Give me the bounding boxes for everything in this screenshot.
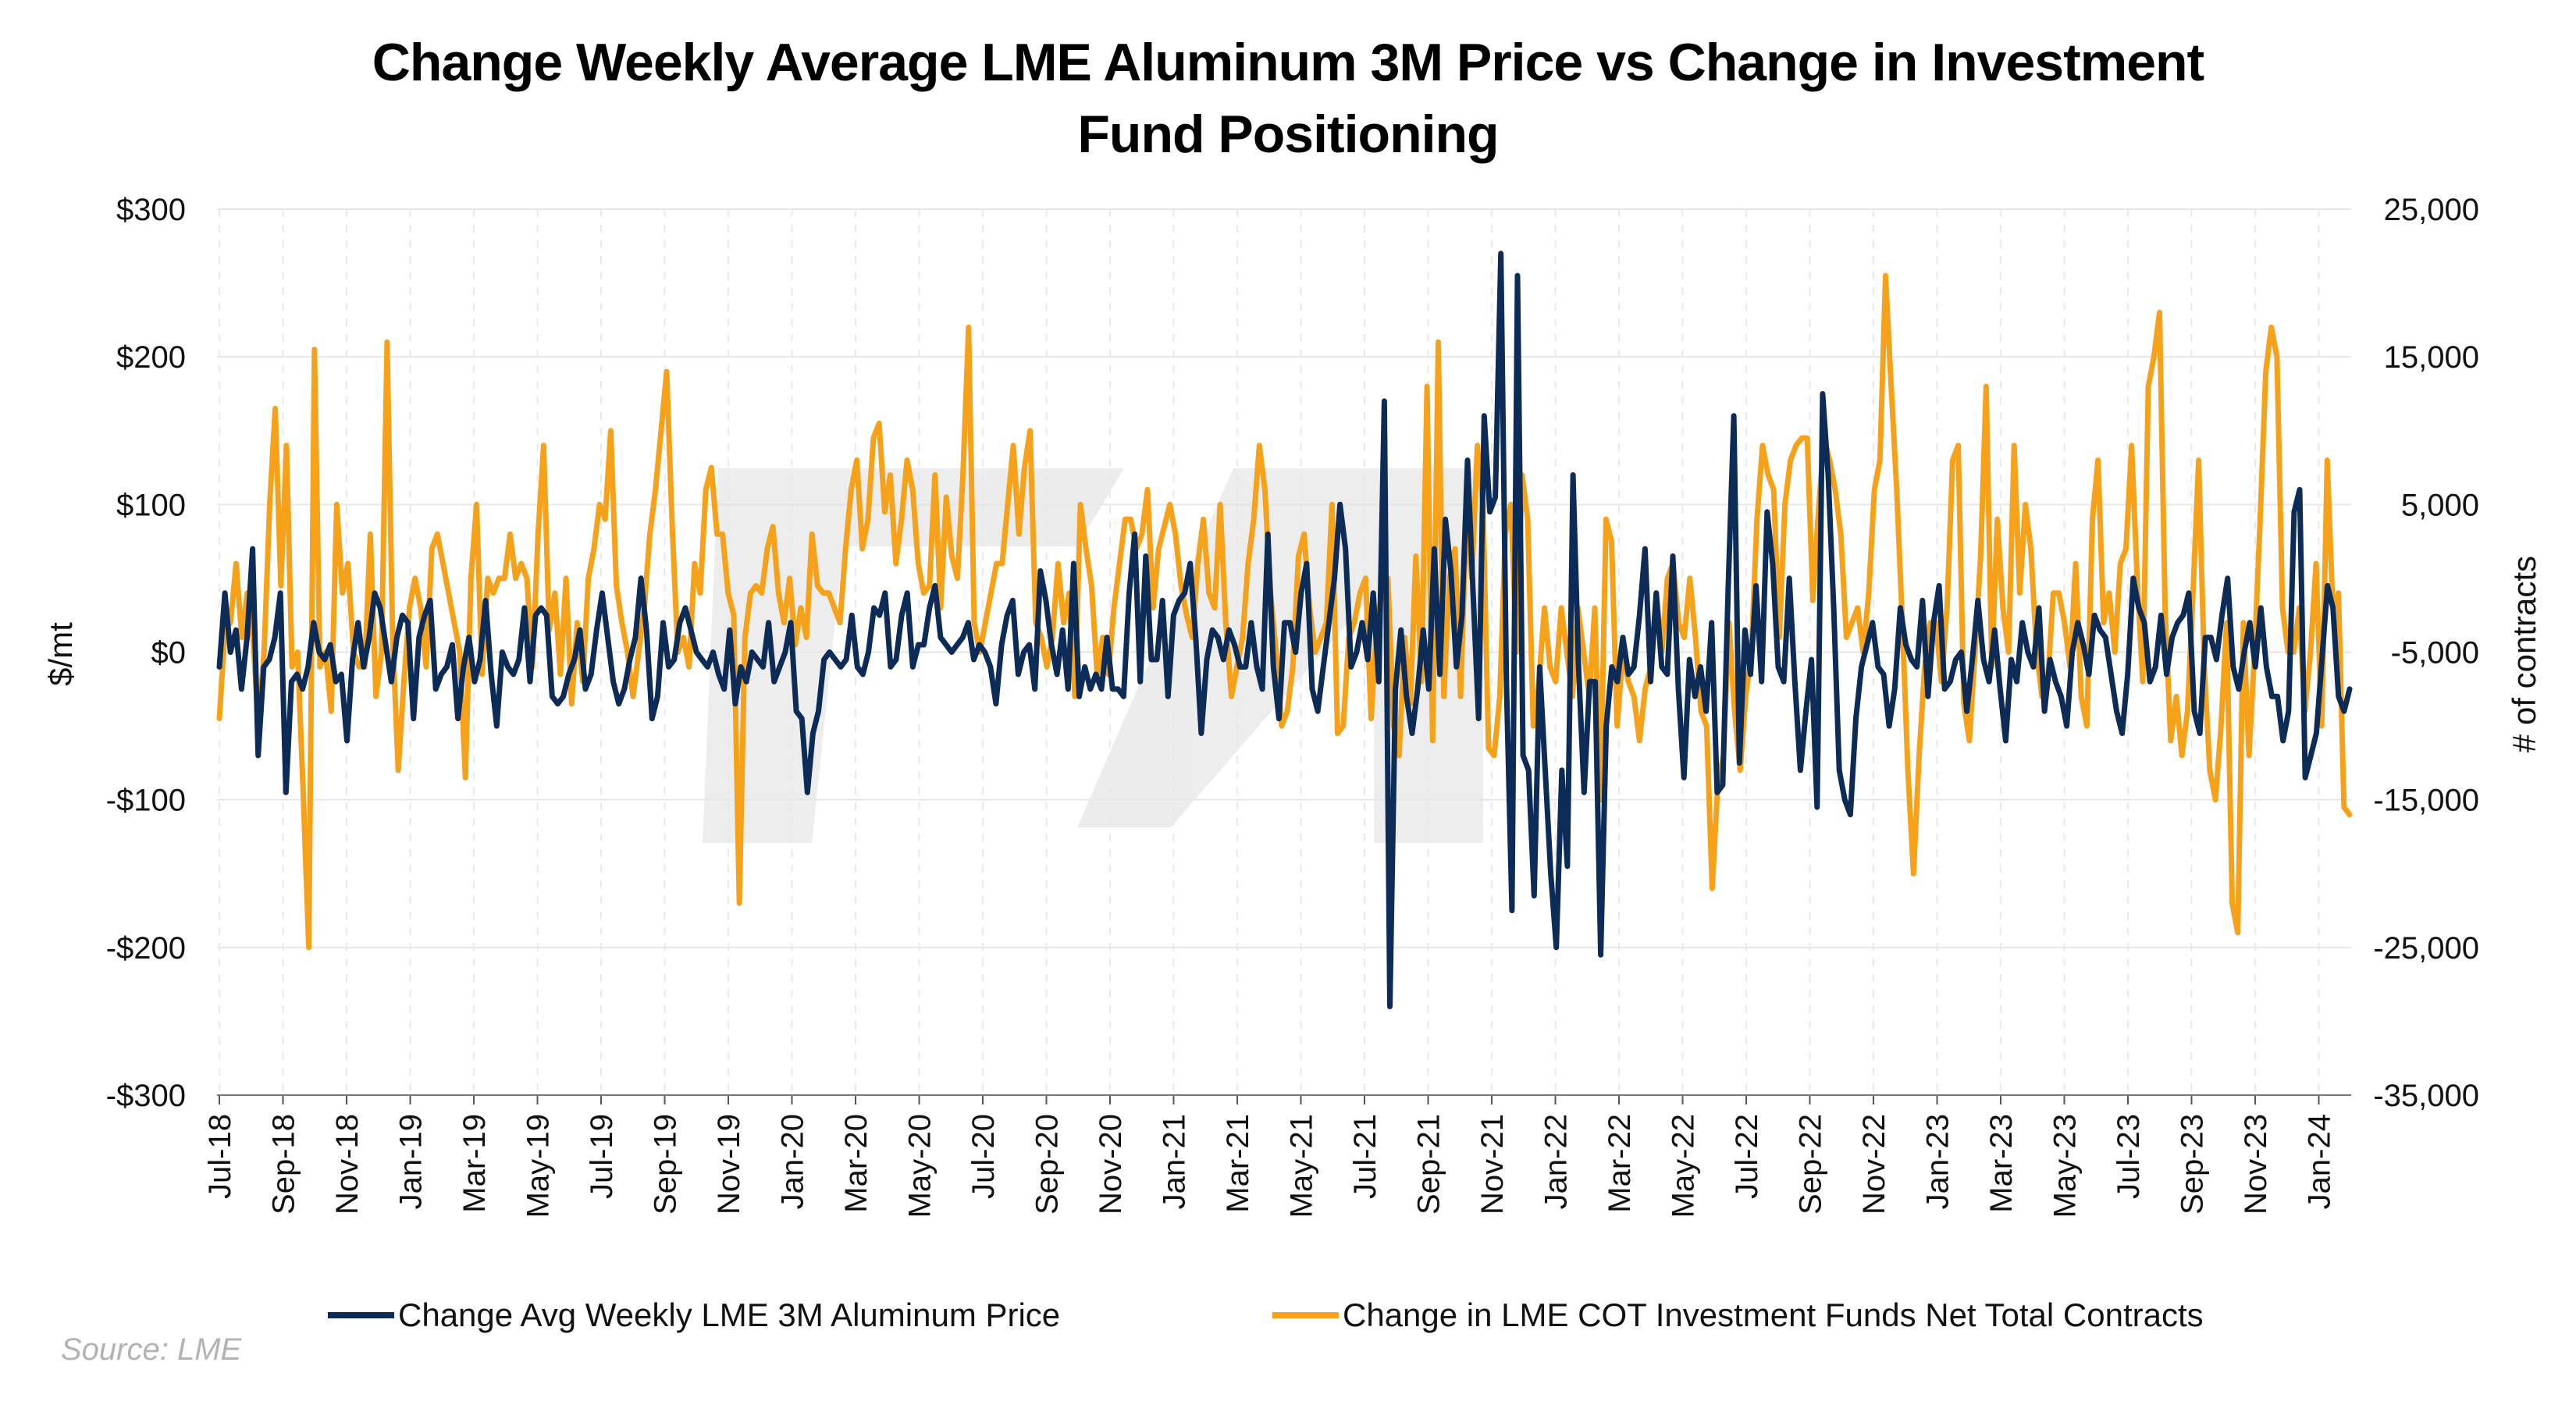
x-tick-label: Mar-23: [1984, 1114, 2019, 1213]
y-left-tick-label: $200: [116, 340, 186, 375]
y-right-tick-label: -15,000: [2373, 784, 2479, 818]
y-right-tick-label: 5,000: [2401, 488, 2479, 522]
series-line-price: [216, 251, 2353, 1009]
y-right-tick-label: -5,000: [2391, 636, 2479, 670]
axes: $300 $200 $100 $0 -$100 -$200 -$300 25,000 15,00…: [106, 193, 2479, 1218]
x-tick-label: Sep-22: [1794, 1114, 1828, 1215]
x-tick-label: Jul-19: [585, 1114, 619, 1199]
y-axis-right-title: # of contracts: [2506, 556, 2542, 752]
x-tick-label: May-21: [1285, 1114, 1319, 1218]
legend-label-contracts: Change in LME COT Investment Funds Net T…: [1343, 1297, 2204, 1333]
legend-item-price[interactable]: Change Avg Weekly LME 3M Aluminum Price: [328, 1297, 1060, 1333]
y-left-tick-label: $0: [151, 636, 187, 670]
x-tick-label: Jul-20: [966, 1114, 1001, 1199]
y-left-tick-label: -$200: [106, 931, 186, 966]
source-note: Source: LME: [61, 1332, 243, 1367]
chart-title-line-2: Fund Positioning: [1077, 105, 1499, 164]
x-tick-label: Jul-23: [2112, 1114, 2146, 1199]
x-tick-label: Jul-21: [1348, 1114, 1382, 1199]
x-tick-label: Sep-20: [1030, 1114, 1065, 1215]
x-tick-label: Jul-18: [203, 1114, 237, 1199]
y-axis-left-title: $/mt: [42, 622, 79, 686]
x-tick-label: Nov-18: [330, 1114, 365, 1215]
x-tick-label: Jan-22: [1539, 1114, 1574, 1209]
x-tick-label: Jan-21: [1158, 1114, 1192, 1209]
y-left-tick-label: $300: [116, 193, 186, 227]
x-tick-label: Nov-21: [1475, 1114, 1510, 1215]
x-tick-label: Jan-20: [776, 1114, 810, 1209]
legend-item-contracts[interactable]: Change in LME COT Investment Funds Net T…: [1272, 1297, 2204, 1333]
x-tick-label: Sep-19: [649, 1114, 683, 1215]
x-tick-label: Mar-20: [839, 1114, 873, 1213]
x-tick-label: May-20: [903, 1114, 938, 1218]
y-right-tick-label: -25,000: [2373, 931, 2479, 966]
x-tick-label: May-19: [521, 1114, 556, 1218]
x-tick-label: Mar-22: [1603, 1114, 1637, 1213]
y-right-tick-label: -35,000: [2373, 1079, 2479, 1113]
x-tick-label: Nov-22: [1857, 1114, 1891, 1215]
x-tick-label: Jan-23: [1921, 1114, 1955, 1209]
x-tick-label: Sep-18: [267, 1114, 301, 1215]
legend-label-price: Change Avg Weekly LME 3M Aluminum Price: [398, 1297, 1060, 1333]
y-right-tick-label: 25,000: [2384, 193, 2479, 227]
x-tick-label: Sep-21: [1412, 1114, 1446, 1215]
x-tick-label: Mar-21: [1221, 1114, 1255, 1213]
legend: Change Avg Weekly LME 3M Aluminum Price …: [328, 1297, 2204, 1333]
x-tick-label: Jan-19: [394, 1114, 429, 1209]
x-tick-label: May-22: [1667, 1114, 1701, 1218]
x-tick-label: Nov-23: [2239, 1114, 2273, 1215]
y-left-tick-label: -$300: [106, 1079, 186, 1113]
x-tick-label: Nov-19: [712, 1114, 746, 1215]
series-layer: [216, 251, 2353, 1009]
x-tick-label: Jul-22: [1730, 1114, 1764, 1199]
y-left-tick-label: -$100: [106, 784, 186, 818]
x-tick-label: Jan-24: [2303, 1114, 2337, 1209]
x-tick-label: Nov-20: [1094, 1114, 1128, 1215]
y-left-tick-label: $100: [116, 488, 186, 522]
chart-title-line-1: Change Weekly Average LME Aluminum 3M Pr…: [372, 33, 2204, 92]
x-tick-label: Sep-23: [2176, 1114, 2210, 1215]
x-tick-label: May-23: [2048, 1114, 2083, 1218]
chart-title: Change Weekly Average LME Aluminum 3M Pr…: [0, 27, 2576, 170]
x-tick-label: Mar-19: [457, 1114, 492, 1213]
y-right-tick-label: 15,000: [2384, 340, 2479, 375]
